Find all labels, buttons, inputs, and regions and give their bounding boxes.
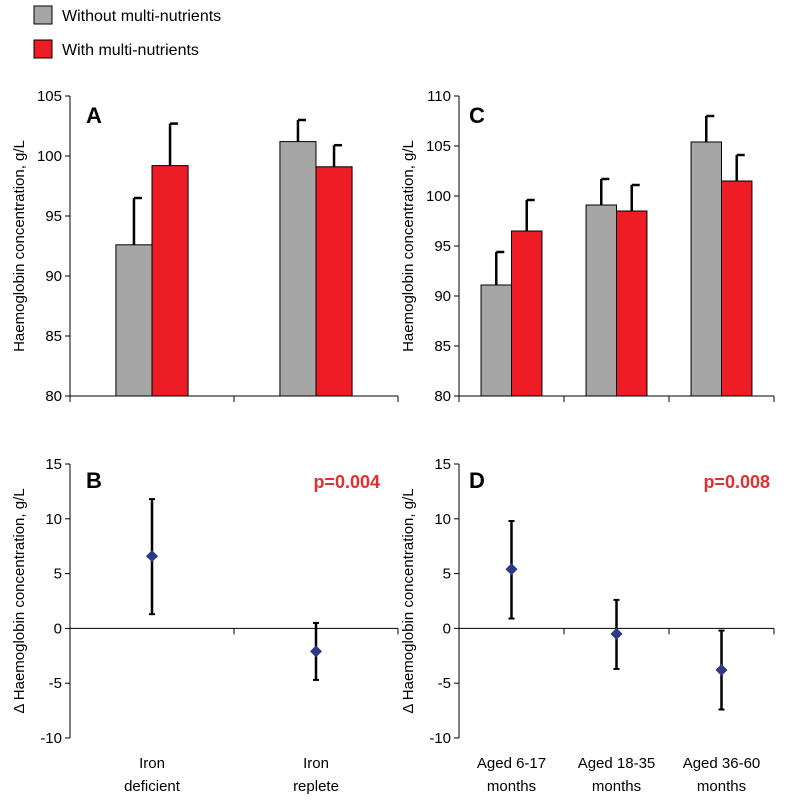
panel-d-dot-plot: -10 -5 0 5 10 15 Δ Haemoglobin concentration, … — [400, 456, 775, 795]
y-tick-label: 15 — [45, 456, 62, 473]
y-tick-label: 90 — [45, 268, 62, 285]
p-value-d: p=0.008 — [703, 472, 770, 492]
panel-letter-b: B — [86, 468, 102, 493]
y-tick-label: 95 — [45, 208, 62, 225]
x-category-label: months — [697, 778, 746, 795]
p-value-b: p=0.004 — [313, 472, 380, 492]
y-tick-label: 5 — [443, 566, 451, 583]
y-axis-title: Δ Haemoglobin concentration, g/L — [400, 488, 417, 713]
y-tick-label: 85 — [45, 328, 62, 345]
y-tick-label: 5 — [54, 566, 62, 583]
y-tick-label: 10 — [434, 511, 451, 528]
bar — [585, 204, 617, 397]
y-tick-label: 0 — [54, 620, 62, 637]
x-category-label: months — [592, 778, 641, 795]
y-tick-label: 105 — [37, 88, 62, 105]
y-tick-label: -10 — [40, 730, 62, 747]
bar — [721, 180, 753, 397]
y-tick-label: 90 — [434, 288, 451, 305]
y-tick-label: 100 — [426, 188, 451, 205]
data-point — [715, 664, 728, 677]
y-tick-label: 85 — [434, 338, 451, 355]
panel-letter-a: A — [86, 103, 102, 128]
bar — [480, 284, 512, 397]
panel-letter-d: D — [469, 468, 485, 493]
x-category-label: Aged 36-60 — [683, 755, 761, 772]
x-category-label: Iron — [139, 755, 165, 772]
data-point — [610, 627, 623, 640]
x-category-label: Iron — [303, 755, 329, 772]
bar — [315, 166, 353, 397]
x-category-label: Aged 18-35 — [578, 755, 656, 772]
bar — [279, 141, 317, 397]
data-point — [146, 550, 158, 563]
x-category-label: Aged 6-17 — [477, 755, 546, 772]
bar — [115, 244, 153, 397]
data-point — [310, 645, 322, 658]
y-tick-label: -5 — [49, 675, 62, 692]
y-tick-label: 110 — [427, 88, 451, 105]
y-tick-label: 105 — [426, 138, 451, 155]
y-axis-title: Haemoglobin concentration, g/L — [400, 140, 417, 352]
y-tick-label: 15 — [434, 456, 451, 473]
y-axis-title: Haemoglobin concentration, g/L — [11, 140, 28, 352]
x-category-label: replete — [293, 778, 339, 795]
y-tick-label: -10 — [429, 730, 451, 747]
y-tick-label: 100 — [37, 148, 62, 165]
y-axis-title: Δ Haemoglobin concentration, g/L — [11, 488, 28, 713]
legend: Without multi-nutrients With multi-nutri… — [33, 5, 221, 59]
y-tick-label: 80 — [45, 388, 62, 405]
legend-label-without: Without multi-nutrients — [62, 8, 221, 25]
panel-b-dot-plot: -10 -5 0 5 10 15 Δ Haemoglobin concentration, … — [11, 456, 399, 795]
legend-label-with: With multi-nutrients — [62, 42, 199, 59]
bar — [690, 141, 722, 397]
bar — [511, 230, 543, 397]
panel-a-bar-chart: 80 85 90 95 100 105 Haemoglobin concentration,… — [11, 88, 399, 405]
bar — [616, 210, 648, 397]
y-tick-label: 95 — [434, 238, 451, 255]
y-tick-label: -5 — [438, 675, 451, 692]
legend-swatch-with — [33, 39, 53, 59]
panel-c-bar-chart: 80 85 90 95 100 105 110 Haemoglobin concentrati… — [400, 88, 775, 405]
bar — [151, 165, 189, 397]
y-tick-label: 0 — [443, 620, 451, 637]
x-category-label: deficient — [124, 778, 181, 795]
x-category-label: months — [487, 778, 536, 795]
panel-letter-c: C — [469, 103, 485, 128]
y-tick-label: 10 — [45, 511, 62, 528]
y-tick-label: 80 — [434, 388, 451, 405]
data-point — [505, 563, 518, 576]
legend-swatch-without — [33, 5, 53, 25]
